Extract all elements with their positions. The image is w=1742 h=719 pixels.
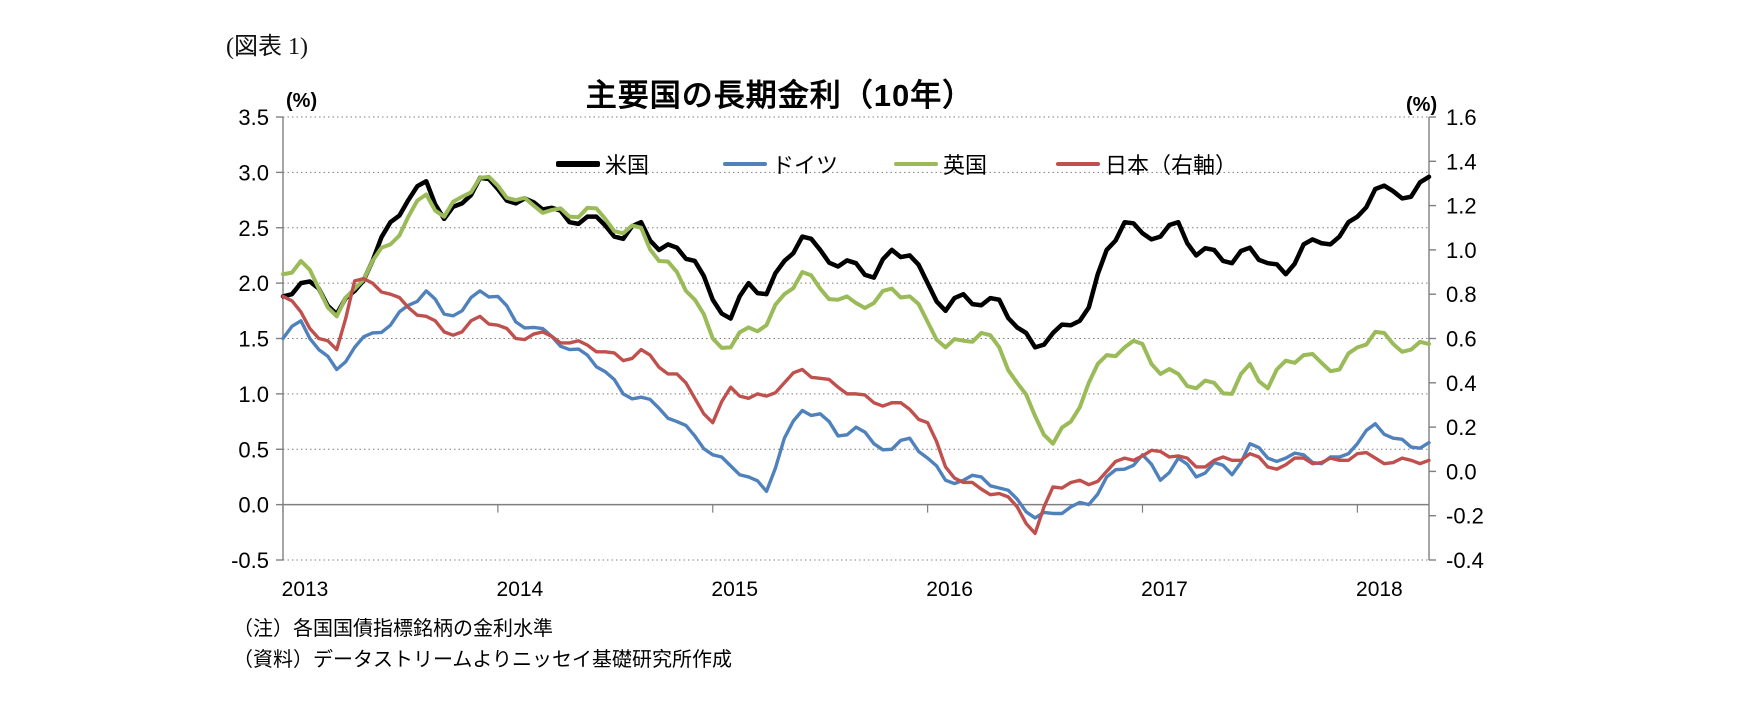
series-line-germany: [281, 289, 1431, 520]
right-axis-tick-label: 0.8: [1446, 282, 1477, 307]
note-source-line-1: （注）各国国債指標銘柄の金利水準: [233, 618, 553, 640]
left-axis-tick-label: 3.0: [238, 160, 269, 185]
gridlines: [283, 116, 1429, 561]
figure-label: (図表 1): [226, 34, 308, 60]
x-axis-year-label: 2018: [1356, 578, 1403, 601]
x-axis-year-label: 2014: [497, 578, 544, 601]
left-axis-tick-label: 0.0: [238, 493, 269, 518]
legend-item-germany: ドイツ: [723, 148, 838, 180]
chart-title: 主要国の長期金利（10年）: [585, 78, 975, 113]
right-axis-unit-label: (%): [1406, 94, 1438, 116]
axis-tick-labels: 3.5 3.0 2.5 2.0 1.5 1.0 0.5 0.0 -0.5 1.6 1.4 1.2 1.0…: [231, 105, 1484, 601]
legend-item-japan: 日本（右軸）: [1056, 148, 1237, 180]
right-axis-tick-label: 1.6: [1446, 105, 1477, 130]
note-source-line-2: （資料）データストリームよりニッセイ基礎研究所作成: [233, 649, 732, 671]
left-axis-tick-label: 3.5: [238, 105, 269, 130]
legend-label-japan: 日本（右軸）: [1105, 153, 1238, 178]
left-axis-tick-label: 1.0: [238, 382, 269, 407]
left-axis-tick-label: 0.5: [238, 437, 269, 462]
x-axis-year-label: 2016: [926, 578, 973, 601]
legend-line-japan-icon: [1056, 162, 1100, 166]
right-axis-tick-label: 0.0: [1446, 459, 1477, 484]
series-lines: [280, 174, 1432, 536]
right-axis-tick-label: 0.6: [1446, 327, 1477, 352]
x-axis-year-label: 2015: [711, 578, 758, 601]
left-axis-tick-label: 1.5: [238, 327, 269, 352]
left-axis-tick-label: 2.5: [238, 216, 269, 241]
legend-label-germany: ドイツ: [772, 153, 839, 178]
right-axis-tick-label: 0.4: [1446, 371, 1477, 396]
legend-label-us: 米国: [605, 153, 650, 178]
series-line-uk: [281, 174, 1431, 446]
series-line-japan: [281, 277, 1431, 536]
right-axis-tick-label: -0.4: [1446, 548, 1484, 573]
legend-line-germany-icon: [723, 162, 767, 166]
right-axis-tick-label: -0.2: [1446, 504, 1484, 529]
legend-line-us-icon: [556, 161, 600, 167]
right-axis-tick-label: 1.2: [1446, 194, 1477, 219]
left-axis-tick-label: -0.5: [231, 548, 269, 573]
legend-item-uk: 英国: [894, 148, 987, 180]
x-axis-year-label: 2013: [282, 578, 329, 601]
left-axis-unit-label: (%): [286, 90, 318, 112]
x-axis-year-label: 2017: [1141, 578, 1188, 601]
left-axis-tick-label: 2.0: [238, 271, 269, 296]
right-axis-tick-label: 1.0: [1446, 238, 1477, 263]
right-axis-tick-label: 1.4: [1446, 149, 1477, 174]
legend-line-uk-icon: [894, 162, 938, 166]
legend-item-us: 米国: [556, 148, 649, 180]
right-axis-tick-label: 0.2: [1446, 415, 1477, 440]
legend-label-uk: 英国: [943, 153, 988, 178]
